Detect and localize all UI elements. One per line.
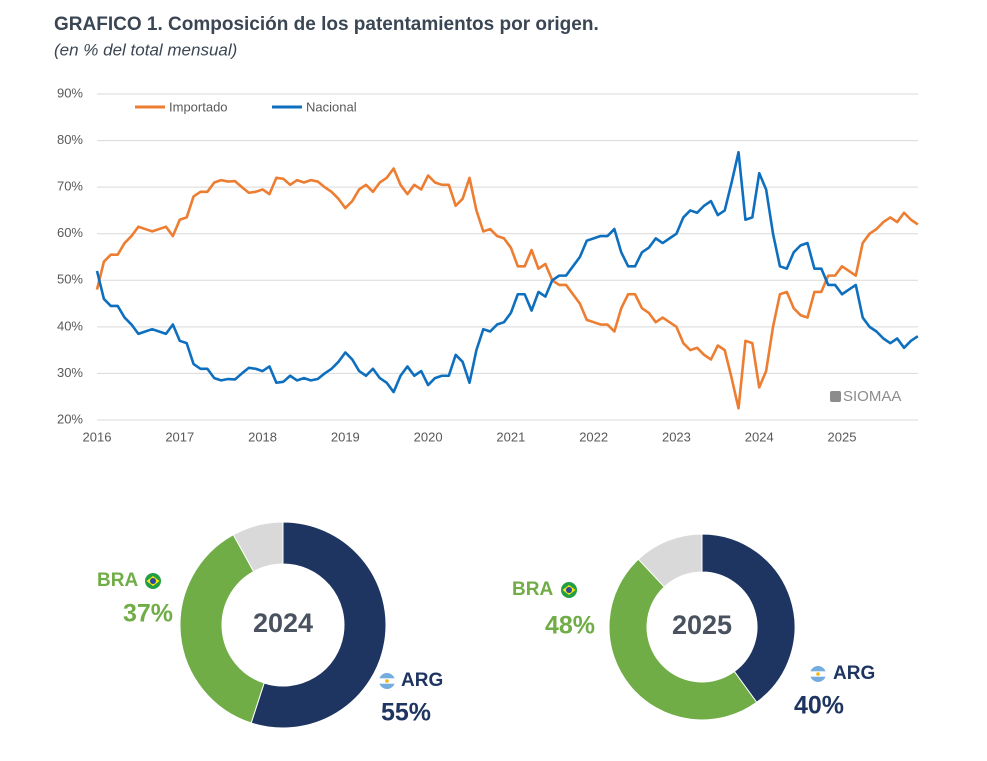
donut-slice: [701, 533, 796, 703]
slice-label: ARG: [833, 663, 875, 684]
donut-slice: [608, 558, 758, 721]
y-tick-label: 40%: [57, 318, 83, 333]
x-tick-label: 2023: [662, 429, 691, 444]
x-tick-label: 2022: [579, 429, 608, 444]
slice-label: BRA: [512, 579, 553, 600]
donut-slice: [232, 521, 284, 573]
chart-title: GRAFICO 1. Composición de los patentamie…: [54, 14, 599, 35]
slice-label: ARG: [401, 670, 443, 691]
flag-icon: [385, 679, 389, 683]
y-tick-label: 80%: [57, 132, 83, 147]
donut-center-label: 2025: [672, 610, 732, 640]
slice-value-label: 48%: [545, 612, 595, 640]
donut-slice: [179, 534, 265, 724]
y-tick-label: 30%: [57, 365, 83, 380]
x-tick-label: 2021: [496, 429, 525, 444]
x-tick-label: 2019: [331, 429, 360, 444]
donut-slice: [637, 533, 703, 588]
x-tick-label: 2017: [165, 429, 194, 444]
y-tick-label: 50%: [57, 272, 83, 287]
flag-icon: [150, 578, 156, 584]
y-tick-label: 90%: [57, 85, 83, 100]
y-tick-label: 60%: [57, 225, 83, 240]
donut-center-label: 2024: [253, 608, 313, 638]
legend-label: Importado: [169, 99, 228, 114]
legend-label: Nacional: [306, 99, 357, 114]
flag-icon: [566, 587, 572, 593]
data-line: [95, 167, 919, 410]
x-tick-label: 2024: [745, 429, 774, 444]
data-line: [95, 150, 919, 394]
y-tick-label: 20%: [57, 411, 83, 426]
x-tick-label: 2016: [83, 429, 112, 444]
watermark: SIOMAA: [843, 388, 901, 405]
donut-slice: [250, 521, 387, 729]
slice-label: BRA: [97, 570, 138, 591]
x-tick-label: 2018: [248, 429, 277, 444]
chart-subtitle: (en % del total mensual): [54, 40, 237, 59]
slice-value-label: 37%: [123, 600, 173, 628]
x-tick-label: 2025: [828, 429, 857, 444]
watermark-icon: [830, 391, 841, 402]
slice-value-label: 55%: [381, 699, 431, 727]
y-tick-label: 70%: [57, 179, 83, 194]
x-tick-label: 2020: [414, 429, 443, 444]
flag-icon: [816, 672, 820, 676]
slice-value-label: 40%: [794, 692, 844, 720]
